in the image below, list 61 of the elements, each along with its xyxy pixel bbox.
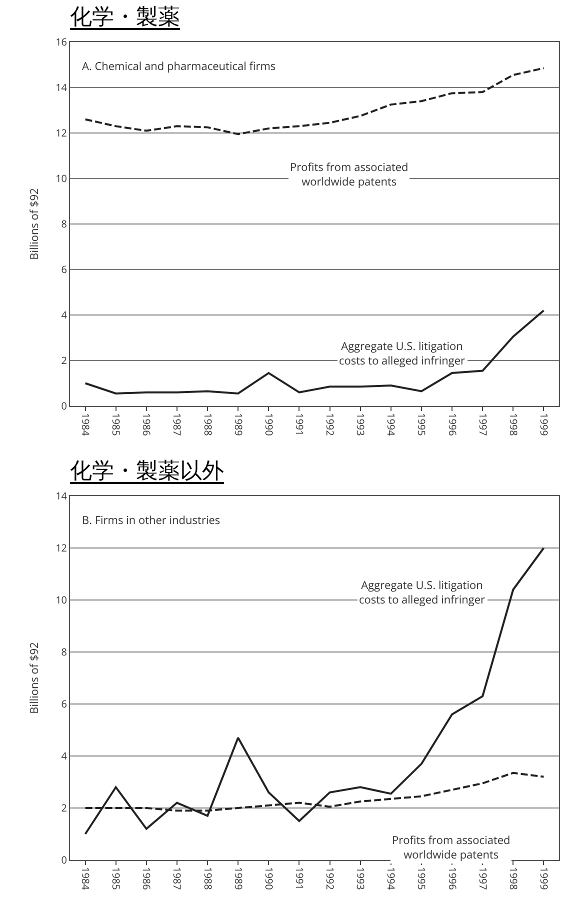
y-tick-label: 0 [61, 398, 68, 412]
annotation: Aggregate U.S. litigation costs to alleged infringer [339, 339, 466, 368]
y-tick-label: 8 [61, 644, 68, 658]
annotation: Aggregate U.S. litigation costs to alleged infringer [359, 578, 486, 608]
x-tick-label: 1984 [79, 867, 94, 890]
x-tick-label: 1999 [537, 867, 552, 890]
chart-title: 化学・製薬 [70, 4, 180, 32]
y-tick-label: 10 [56, 171, 68, 185]
x-tick-label: 1992 [324, 867, 338, 890]
y-tick-label: 14 [56, 488, 68, 502]
x-tick-label: 1984 [79, 413, 94, 436]
x-tick-label: 1989 [232, 867, 246, 890]
y-tick-label: 4 [61, 748, 68, 762]
y-tick-label: 16 [56, 34, 68, 48]
x-tick-label: 1986 [140, 413, 154, 436]
x-tick-label: 1985 [110, 413, 124, 436]
x-tick-label: 1988 [201, 413, 216, 436]
x-tick-label: 1987 [170, 413, 185, 436]
y-tick-label: 2 [61, 800, 68, 814]
x-tick-label: 1999 [537, 413, 552, 436]
x-tick-label: 1998 [506, 413, 521, 436]
y-tick-label: 12 [56, 126, 68, 140]
y-tick-label: 12 [56, 540, 68, 554]
x-tick-label: 1997 [476, 867, 490, 890]
y-tick-label: 10 [56, 592, 68, 606]
y-tick-label: 8 [61, 216, 68, 230]
x-tick-label: 1995 [415, 413, 430, 436]
x-tick-label: 1996 [446, 867, 460, 890]
annotation: Profits from associated worldwide patents [392, 833, 510, 862]
y-tick-label: 14 [56, 80, 68, 94]
x-tick-label: 1997 [476, 413, 490, 436]
x-tick-label: 1988 [201, 867, 216, 890]
annotation: Profits from associated worldwide patents [290, 160, 408, 190]
line-series [84, 309, 545, 394]
x-tick-label: 1987 [170, 867, 185, 890]
x-tick-label: 1992 [324, 413, 338, 436]
chart-title: 化学・製薬以外 [70, 458, 224, 486]
x-tick-label: 1994 [384, 413, 399, 436]
x-tick-label: 1995 [415, 867, 430, 890]
line-series [84, 547, 545, 835]
annotation: A. Chemical and pharmaceutical firms [82, 59, 276, 74]
x-tick-label: 1989 [232, 413, 246, 436]
y-axis-title: Billions of $92 [27, 188, 42, 260]
annotation: B. Firms in other industries [82, 513, 220, 528]
y-tick-label: 6 [61, 262, 68, 276]
y-tick-label: 2 [61, 353, 68, 367]
y-tick-label: 0 [61, 852, 68, 866]
x-tick-label: 1991 [292, 413, 307, 436]
y-axis-title: Billions of $92 [27, 642, 42, 714]
x-tick-label: 1993 [354, 867, 368, 890]
y-tick-label: 4 [61, 308, 68, 322]
x-tick-label: 1993 [354, 413, 368, 436]
x-tick-label: 1996 [446, 413, 460, 436]
x-tick-label: 1990 [262, 413, 276, 436]
x-tick-label: 1990 [262, 867, 276, 890]
y-tick-label: 6 [61, 696, 68, 710]
x-tick-label: 1985 [110, 867, 124, 890]
x-tick-label: 1998 [506, 867, 521, 890]
x-tick-label: 1994 [384, 867, 399, 890]
x-tick-label: 1986 [140, 867, 154, 890]
x-tick-label: 1991 [292, 867, 307, 890]
